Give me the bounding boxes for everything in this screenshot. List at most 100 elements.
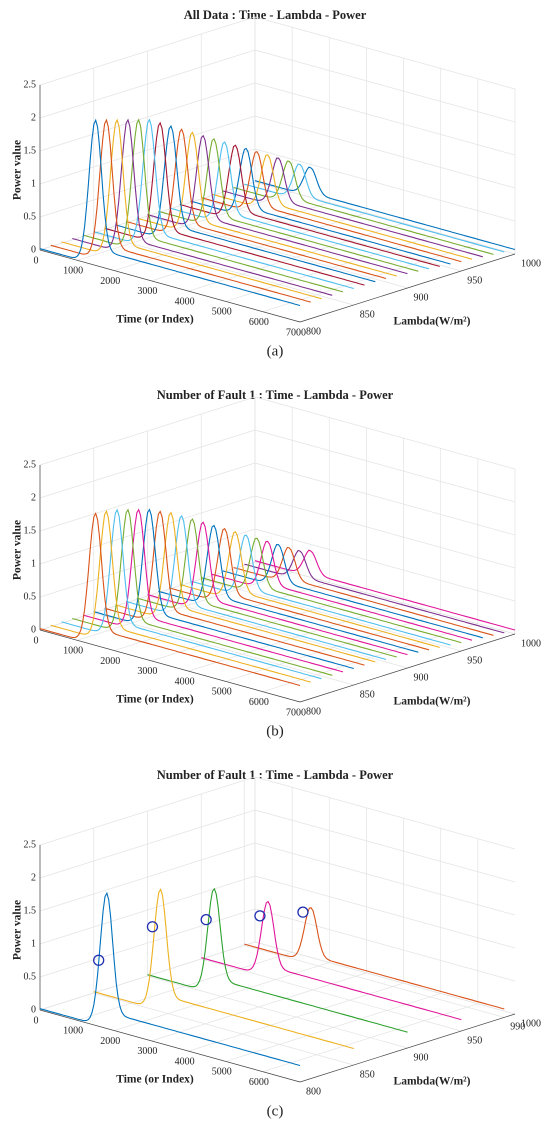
power-curve <box>39 511 301 687</box>
grid-line <box>254 16 516 90</box>
grid-line <box>201 198 462 272</box>
z-axis-label: Power value <box>12 520 24 580</box>
power-curve <box>50 509 311 683</box>
axis-line <box>39 249 301 323</box>
power-curve <box>72 508 333 676</box>
power-curve <box>168 527 430 651</box>
power-curve <box>39 891 301 1067</box>
axis-line <box>39 629 301 703</box>
z-tick-label: 0.5 <box>24 971 37 982</box>
power-curve <box>50 118 311 303</box>
y-tick-label: 900 <box>414 672 429 683</box>
y-tick-label: 990 <box>510 1022 525 1033</box>
power-curve <box>104 510 365 666</box>
axis-line <box>299 253 516 323</box>
z-tick-label: 0 <box>31 1004 36 1015</box>
power-curve <box>93 508 354 670</box>
chart-title: Number of Fault 1 : Time - Lambda - Powe… <box>157 768 394 782</box>
y-tick-label: 800 <box>306 1086 321 1097</box>
panel-caption: (c) <box>267 1103 284 1119</box>
grid-line <box>254 561 516 635</box>
grid-line <box>254 181 516 255</box>
power-curve <box>244 907 505 1010</box>
grid-line <box>254 429 516 503</box>
grid-line <box>254 809 516 883</box>
power-curve <box>211 154 473 260</box>
z-tick-label: 2.5 <box>24 839 37 850</box>
grid-line <box>254 941 516 1015</box>
y-axis-label: Lambda(W/m²) <box>394 1076 471 1088</box>
z-tick-label: 1 <box>31 178 36 189</box>
z-tick-label: 0 <box>31 244 36 255</box>
power-curve <box>201 537 462 644</box>
power-curve <box>125 514 387 661</box>
power-curve <box>93 888 354 1050</box>
y-axis-label: Lambda(W/m²) <box>394 316 471 328</box>
grid-line <box>254 115 516 189</box>
z-tick-label: 1.5 <box>24 905 37 916</box>
grid-line <box>201 958 462 1032</box>
power-curve <box>72 118 333 296</box>
power-curve <box>104 121 365 286</box>
power-curve <box>190 147 451 265</box>
marker-circle <box>93 954 105 966</box>
z-tick-label: 1.5 <box>24 145 37 156</box>
grid-line <box>254 82 516 156</box>
y-tick-label: 900 <box>414 1052 429 1063</box>
y-tick-label: 950 <box>467 655 482 666</box>
power-curve <box>254 166 516 251</box>
x-tick-label: 6000 <box>249 317 269 328</box>
x-tick-label: 7000 <box>286 327 306 338</box>
grid-line <box>254 148 516 222</box>
z-tick-label: 1.5 <box>24 525 37 536</box>
chart-panel: Number of Fault 1 : Time - Lambda - Powe… <box>12 768 541 1120</box>
power-curve <box>179 144 440 267</box>
grid-line <box>93 612 354 686</box>
x-tick-label: 0 <box>34 635 39 646</box>
x-tick-label: 2000 <box>100 1036 120 1047</box>
power-curve <box>125 128 387 280</box>
x-tick-label: 3000 <box>137 666 157 677</box>
panel-caption: (b) <box>266 723 284 739</box>
grid-line <box>254 842 516 916</box>
grid-line <box>254 875 516 949</box>
grid-line <box>147 975 408 1049</box>
grid-line <box>254 396 516 470</box>
z-tick-label: 2 <box>31 872 36 883</box>
x-tick-label: 6000 <box>249 1077 269 1088</box>
grid-line <box>93 232 354 306</box>
x-tick-label: 5000 <box>212 307 232 318</box>
power-curve <box>147 521 408 656</box>
power-curve <box>168 141 430 270</box>
power-curve <box>39 118 301 307</box>
x-tick-label: 4000 <box>175 1056 195 1067</box>
y-tick-label: 1000 <box>521 1018 541 1029</box>
z-tick-label: 2.5 <box>24 79 37 90</box>
axis-line <box>299 1013 516 1083</box>
marker-circle <box>200 914 212 926</box>
z-tick-label: 2.5 <box>24 459 37 470</box>
x-tick-label: 5000 <box>212 687 232 698</box>
power-curve <box>201 151 462 263</box>
grid-line <box>244 945 505 1018</box>
marker-circle <box>254 910 266 922</box>
power-curve <box>136 518 397 658</box>
x-tick-label: 1000 <box>63 1026 83 1037</box>
y-tick-label: 850 <box>360 309 375 320</box>
z-tick-label: 1 <box>31 558 36 569</box>
x-tick-label: 1000 <box>63 646 83 657</box>
y-tick-label: 800 <box>306 706 321 717</box>
z-tick-label: 1 <box>31 938 36 949</box>
x-tick-label: 6000 <box>249 697 269 708</box>
power-curve <box>82 118 344 293</box>
grid-line <box>254 776 516 850</box>
grid-line <box>254 462 516 536</box>
x-axis-label: Time (or Index) <box>116 314 194 326</box>
power-curve <box>244 549 505 634</box>
x-tick-label: 2000 <box>100 276 120 287</box>
marker-circle <box>297 906 309 918</box>
y-tick-label: 850 <box>360 1069 375 1080</box>
chart-panel: Number of Fault 1 : Time - Lambda - Powe… <box>12 388 541 740</box>
y-tick-label: 850 <box>360 689 375 700</box>
y-tick-label: 1000 <box>521 258 541 269</box>
